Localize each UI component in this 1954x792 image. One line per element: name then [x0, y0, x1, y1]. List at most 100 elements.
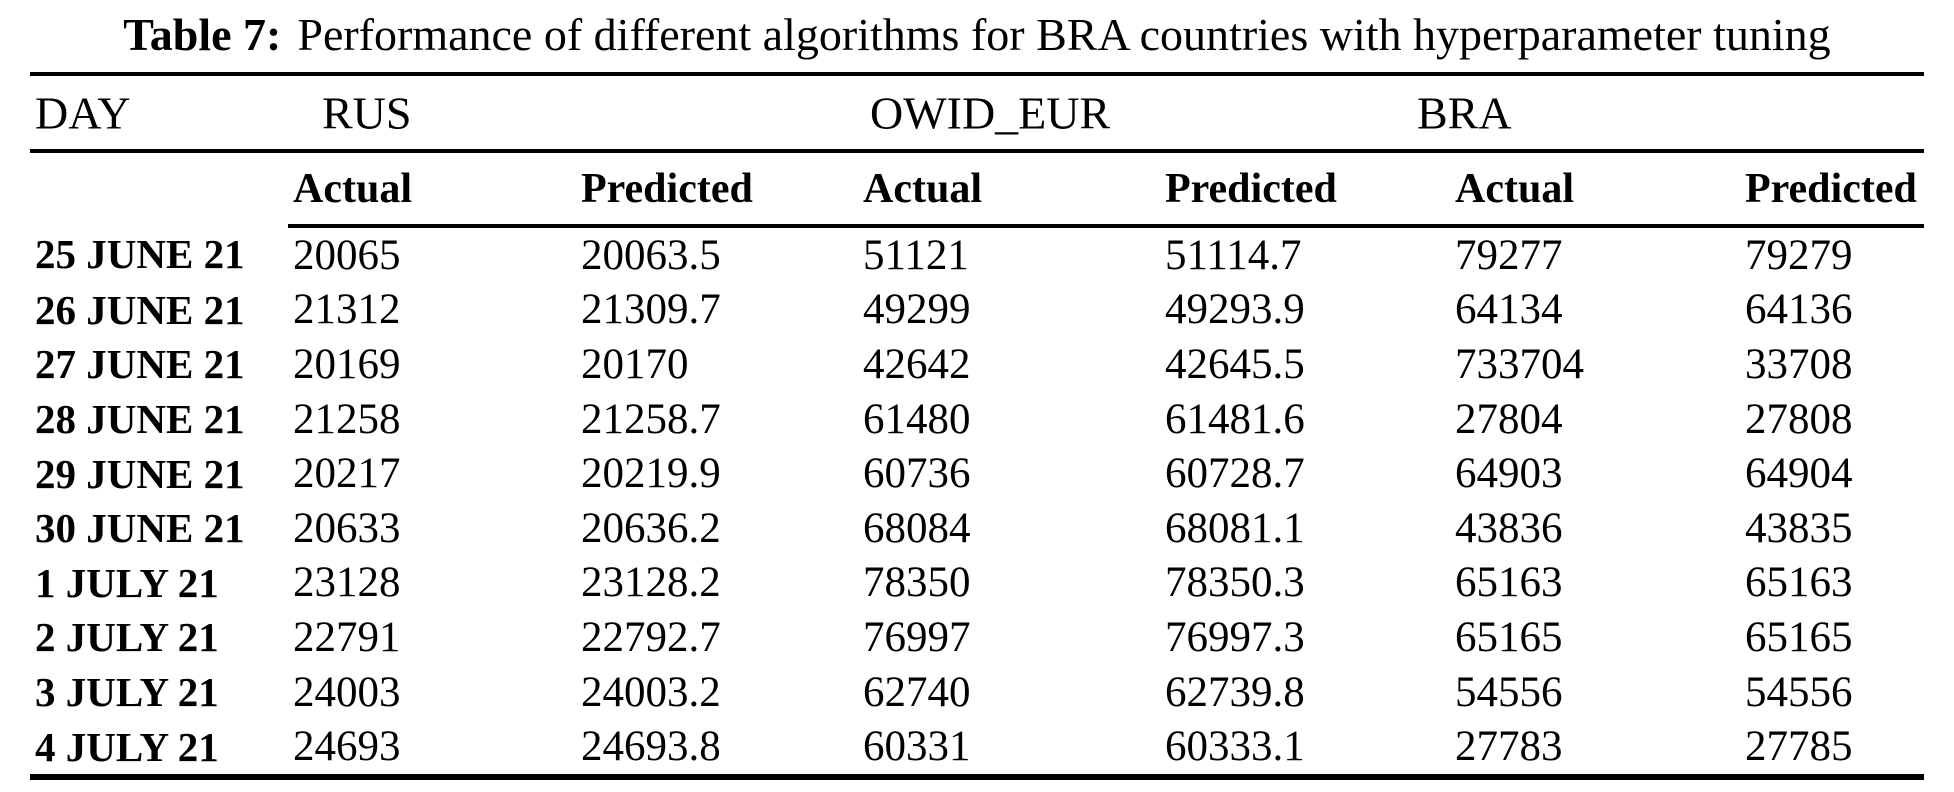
value-cell: 27804	[1455, 395, 1563, 443]
row-day: 27 JUNE 21	[35, 341, 245, 388]
value-cell: 65163	[1455, 559, 1563, 607]
table-row: 3 JULY 21 24003 24003.2 62740 62739.8 54…	[30, 665, 1924, 720]
value-cell: 64134	[1455, 286, 1563, 334]
table-row: 29 JUNE 21 20217 20219.9 60736 60728.7 6…	[30, 446, 1924, 501]
table-rule-mid	[30, 149, 1924, 153]
subheader-bra-predicted: Predicted	[1740, 153, 1924, 228]
value-cell: 23128.2	[581, 559, 721, 607]
value-cell: 65165	[1455, 613, 1563, 661]
group-header-bra: BRA	[1417, 87, 1512, 138]
table-row: 4 JULY 21 24693 24693.8 60331 60333.1 27…	[30, 719, 1924, 774]
table-rule-bottom	[30, 773, 1924, 780]
row-day: 4 JULY 21	[35, 723, 219, 770]
value-cell: 64903	[1455, 450, 1563, 498]
value-cell: 27785	[1745, 723, 1853, 771]
value-cell: 21309.7	[581, 286, 721, 334]
column-header-day: DAY	[35, 87, 131, 138]
row-day: 29 JUNE 21	[35, 450, 245, 497]
value-cell: 20636.2	[581, 504, 721, 552]
value-cell: 78350.3	[1165, 559, 1305, 607]
value-cell: 21258.7	[581, 395, 721, 443]
data-table: Actual Predicted Actual Predicted Actual…	[30, 153, 1924, 774]
value-cell: 22792.7	[581, 613, 721, 661]
subheader-bra-actual: Actual	[1450, 153, 1740, 228]
value-cell: 78350	[863, 559, 971, 607]
subheader-rus-predicted: Predicted	[576, 153, 858, 228]
value-cell: 24693.8	[581, 723, 721, 771]
table: DAY RUS OWID_EUR BRA Actual Predicted	[30, 72, 1924, 780]
table-caption: Table 7: Performance of different algorit…	[0, 0, 1954, 72]
table-rule-top	[30, 72, 1924, 76]
table-row: 2 JULY 21 22791 22792.7 76997 76997.3 65…	[30, 610, 1924, 665]
value-cell: 76997	[863, 613, 971, 661]
value-cell: 27808	[1745, 395, 1853, 443]
value-cell: 24693	[293, 723, 401, 771]
table-group-header-row: DAY RUS OWID_EUR BRA	[30, 76, 1924, 149]
value-cell: 42645.5	[1165, 340, 1305, 388]
value-cell: 21312	[293, 286, 401, 334]
value-cell: 61481.6	[1165, 395, 1305, 443]
table-row: 1 JULY 21 23128 23128.2 78350 78350.3 65…	[30, 556, 1924, 611]
value-cell: 20633	[293, 504, 401, 552]
value-cell: 65163	[1745, 559, 1853, 607]
subheader-rus-actual: Actual	[288, 153, 576, 228]
value-cell: 65165	[1745, 613, 1853, 661]
value-cell: 43835	[1745, 504, 1853, 552]
value-cell: 21258	[293, 395, 401, 443]
value-cell: 76997.3	[1165, 613, 1305, 661]
value-cell: 60333.1	[1165, 723, 1305, 771]
row-day: 1 JULY 21	[35, 559, 219, 606]
value-cell: 64136	[1745, 286, 1853, 334]
value-cell: 20065	[293, 231, 401, 279]
table-row: 25 JUNE 21 20065 20063.5 51121 51114.7 7…	[30, 226, 1924, 283]
table-body: 25 JUNE 21 20065 20063.5 51121 51114.7 7…	[30, 226, 1924, 774]
subheader-owid-predicted: Predicted	[1160, 153, 1450, 228]
value-cell: 20169	[293, 340, 401, 388]
value-cell: 60728.7	[1165, 450, 1305, 498]
value-cell: 23128	[293, 559, 401, 607]
value-cell: 33708	[1745, 340, 1853, 388]
group-header-rus: RUS	[322, 87, 412, 138]
value-cell: 22791	[293, 613, 401, 661]
value-cell: 49293.9	[1165, 286, 1305, 334]
value-cell: 60736	[863, 450, 971, 498]
group-header-owid-eur: OWID_EUR	[870, 87, 1111, 138]
row-day: 26 JUNE 21	[35, 286, 245, 333]
subheader-owid-actual: Actual	[858, 153, 1160, 228]
value-cell: 24003	[293, 668, 401, 716]
table-row: 28 JUNE 21 21258 21258.7 61480 61481.6 2…	[30, 392, 1924, 447]
value-cell: 54556	[1455, 668, 1563, 716]
value-cell: 60331	[863, 723, 971, 771]
row-day: 30 JUNE 21	[35, 505, 245, 552]
table-subheader-row: Actual Predicted Actual Predicted Actual…	[30, 153, 1924, 228]
value-cell: 62740	[863, 668, 971, 716]
value-cell: 79279	[1745, 231, 1853, 279]
table-caption-label: Table 7:	[123, 9, 282, 60]
value-cell: 51114.7	[1165, 231, 1302, 279]
value-cell: 79277	[1455, 231, 1563, 279]
value-cell: 20217	[293, 450, 401, 498]
value-cell: 43836	[1455, 504, 1563, 552]
value-cell: 20063.5	[581, 231, 721, 279]
value-cell: 54556	[1745, 668, 1853, 716]
value-cell: 49299	[863, 286, 971, 334]
value-cell: 42642	[863, 340, 971, 388]
subheader-empty	[30, 153, 288, 226]
table-row: 30 JUNE 21 20633 20636.2 68084 68081.1 4…	[30, 501, 1924, 556]
value-cell: 61480	[863, 395, 971, 443]
value-cell: 64904	[1745, 450, 1853, 498]
row-day: 2 JULY 21	[35, 614, 219, 661]
value-cell: 68084	[863, 504, 971, 552]
value-cell: 51121	[863, 231, 969, 279]
value-cell: 733704	[1455, 340, 1584, 388]
value-cell: 68081.1	[1165, 504, 1305, 552]
value-cell: 20170	[581, 340, 689, 388]
row-day: 28 JUNE 21	[35, 396, 245, 443]
table-row: 26 JUNE 21 21312 21309.7 49299 49293.9 6…	[30, 283, 1924, 338]
row-day: 3 JULY 21	[35, 669, 219, 716]
value-cell: 27783	[1455, 723, 1563, 771]
table-row: 27 JUNE 21 20169 20170 42642 42645.5 733…	[30, 337, 1924, 392]
value-cell: 20219.9	[581, 450, 721, 498]
table-caption-text: Performance of different algorithms for …	[297, 9, 1831, 60]
